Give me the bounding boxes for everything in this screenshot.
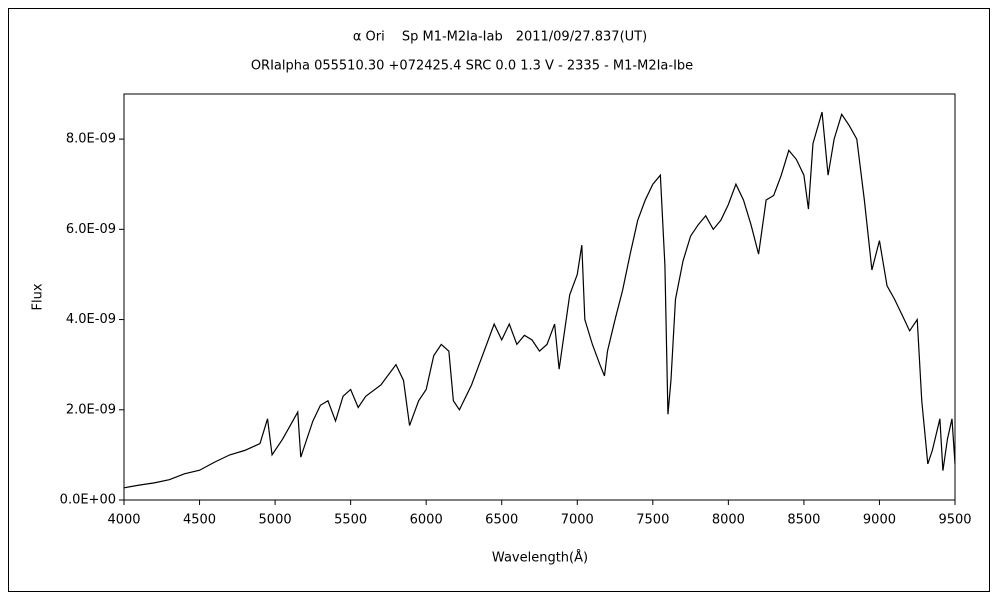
- y-tick-label: 0.0E+00: [60, 493, 116, 508]
- x-tick-label: 5500: [334, 513, 367, 528]
- spectrum-line: [123, 111, 956, 489]
- x-tick-label: 9000: [863, 513, 896, 528]
- x-tick-label: 7500: [636, 513, 669, 528]
- x-tick-label: 9500: [938, 513, 971, 528]
- x-tick-label: 7000: [561, 513, 594, 528]
- x-tick-label: 5000: [259, 513, 292, 528]
- chart-title: α Ori Sp M1-M2Ia-Iab 2011/09/27.837(UT): [353, 30, 647, 45]
- y-tick-label: 6.0E-09: [66, 222, 116, 237]
- y-tick-label: 4.0E-09: [66, 312, 116, 327]
- x-tick-label: 6500: [485, 513, 518, 528]
- x-tick-label: 6000: [410, 513, 443, 528]
- x-axis-label: Wavelength(Å): [492, 550, 588, 566]
- plot-area: [123, 93, 956, 501]
- y-axis-label: Flux: [31, 283, 46, 310]
- x-tick-label: 4500: [183, 513, 216, 528]
- y-tick-label: 8.0E-09: [66, 132, 116, 147]
- x-tick-label: 8000: [712, 513, 745, 528]
- x-tick-label: 8500: [787, 513, 820, 528]
- chart-frame: [8, 8, 990, 592]
- y-tick-label: 2.0E-09: [66, 402, 116, 417]
- chart-subtitle: ORIalpha 055510.30 +072425.4 SRC 0.0 1.3…: [251, 59, 693, 74]
- x-tick-label: 4000: [107, 513, 140, 528]
